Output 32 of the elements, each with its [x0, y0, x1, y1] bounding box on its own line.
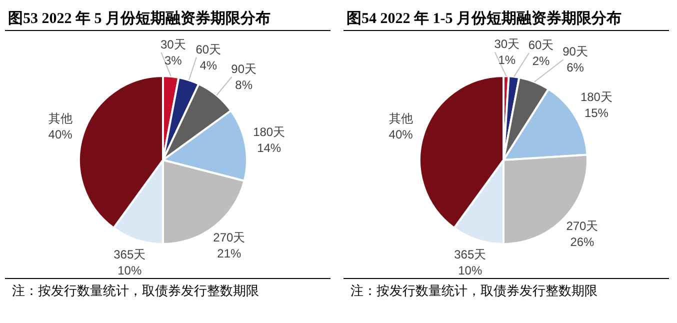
- data-label: 8%: [235, 78, 253, 92]
- data-label: 40%: [388, 128, 414, 142]
- slice-label: 90天: [231, 62, 257, 76]
- slice-label: 60天: [196, 42, 222, 56]
- slice-label: 270天: [566, 218, 598, 233]
- data-label: 1%: [498, 53, 516, 68]
- data-label: 14%: [257, 140, 282, 155]
- chart-title: 图53 2022 年 5 月份短期融资券期限分布: [8, 10, 270, 27]
- data-label: 10%: [458, 264, 482, 278]
- data-label: 4%: [200, 58, 218, 72]
- data-label: 2%: [532, 54, 550, 68]
- data-label: 10%: [118, 264, 142, 278]
- slice-label: 180天: [253, 124, 286, 139]
- slice-label: 其他: [388, 112, 413, 126]
- slice-label: 365天: [454, 248, 486, 262]
- slice-label: 30天: [160, 37, 186, 52]
- chart-title: 图54 2022 年 1-5 月份短期融资券期限分布: [346, 10, 622, 27]
- slice-label: 其他: [48, 112, 72, 126]
- slice-label: 30天: [494, 37, 520, 52]
- data-label: 3%: [164, 53, 182, 68]
- slice-label: 270天: [213, 230, 246, 244]
- data-label: 21%: [217, 246, 242, 260]
- text: 注：按发行数量统计，取债券发行整数期限: [350, 283, 598, 298]
- slice-label: 60天: [528, 38, 554, 52]
- data-label: 40%: [48, 128, 73, 142]
- text: 注：按发行数量统计，取债券发行整数期限: [12, 283, 259, 298]
- data-label: 26%: [570, 234, 595, 249]
- slice-label: 180天: [580, 90, 612, 104]
- data-label: 15%: [584, 106, 609, 120]
- slice-label: 90天: [562, 44, 588, 59]
- slice-label: 365天: [114, 248, 146, 262]
- data-label: 6%: [566, 60, 584, 75]
